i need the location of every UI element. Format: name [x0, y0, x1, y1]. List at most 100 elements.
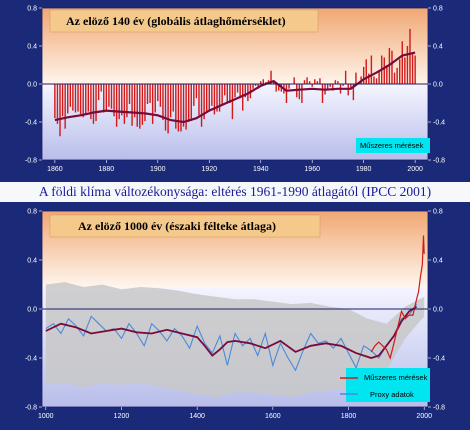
- caption: A földi klíma változékonysága: eltérés 1…: [0, 182, 470, 202]
- instrumental-bar: [92, 84, 95, 124]
- instrumental-bar: [136, 84, 138, 127]
- x-tick-label: 1960: [304, 166, 320, 173]
- instrumental-bar: [306, 77, 308, 84]
- instrumental-bar: [200, 84, 203, 127]
- smoothed-curve: [54, 51, 416, 124]
- instrumental-bar: [154, 84, 156, 113]
- instrumental-bar: [218, 84, 221, 112]
- instrumental-bar: [332, 84, 334, 91]
- instrumental-bar: [113, 84, 115, 117]
- instrumental-bar: [105, 84, 108, 110]
- instrumental-bar: [365, 59, 367, 84]
- uncertainty-band: [45, 282, 425, 398]
- instrumental-bar: [396, 67, 398, 84]
- instrumental-bar: [72, 84, 74, 111]
- instrumental-bar: [164, 84, 167, 131]
- instrumental-bar: [175, 84, 177, 129]
- y-tick-label-left: 0.8: [27, 6, 37, 13]
- legend-label-proxy: Proxy adatok: [370, 390, 414, 399]
- instrumental-bar: [406, 46, 409, 84]
- instrumental-bar: [386, 65, 388, 84]
- x-tick-label: 1000: [38, 413, 54, 420]
- instrumental-bar: [195, 84, 198, 99]
- instrumental-bar: [77, 84, 79, 112]
- x-tick-label: 2000: [416, 413, 432, 420]
- instrumental-bar: [85, 84, 87, 114]
- instrumental-bar: [319, 78, 321, 84]
- instrumental-bar: [115, 84, 118, 127]
- y-tick-label-left: 0.8: [27, 209, 37, 216]
- instrumental-bar: [375, 78, 378, 84]
- instrumental-bar: [229, 84, 231, 103]
- instrumental-bar: [151, 84, 154, 124]
- instrumental-bar: [278, 84, 280, 91]
- x-axis: 1000 1200 1400 1600 1800 2000: [38, 407, 432, 420]
- instrumental-bar: [190, 84, 192, 122]
- instrumental-bar: [59, 84, 61, 137]
- instrumental-bar: [314, 79, 316, 84]
- instrumental-bar: [182, 84, 185, 127]
- instrumental-bar: [368, 73, 370, 84]
- y-tick-label-left: -0.4: [25, 356, 37, 363]
- instrumental-bar: [100, 84, 102, 92]
- instrumental-bar: [61, 84, 64, 117]
- instrumental-bar: [252, 84, 254, 89]
- instrumental-bar: [378, 70, 380, 84]
- y-tick-label-left: -0.8: [25, 158, 37, 165]
- caption-text: A földi klíma változékonysága: eltérés 1…: [39, 184, 431, 199]
- instrumental-bar: [383, 57, 385, 84]
- instrumental-bar: [97, 84, 100, 101]
- instrumental-bar: [146, 84, 149, 104]
- instrumental-bar: [303, 80, 306, 84]
- x-tick-label: 1940: [253, 166, 269, 173]
- x-tick-label: 1900: [150, 166, 166, 173]
- instrumental-bar: [141, 84, 144, 125]
- x-tick-label: 1880: [99, 166, 115, 173]
- x-tick-label: 1920: [201, 166, 217, 173]
- instrumental-bar: [54, 84, 56, 119]
- y-tick-label-right: 0.8: [433, 6, 443, 13]
- instrumental-bar: [67, 84, 69, 114]
- x-axis: 1860 1880 1900 1920 1940 1960 1980 2000: [47, 160, 423, 173]
- instrumental-bar: [69, 84, 72, 107]
- instrumental-bar: [126, 84, 128, 118]
- instrumental-bar: [352, 84, 355, 101]
- instrumental-bar: [167, 84, 169, 134]
- instrumental-bar: [118, 84, 120, 120]
- instrumental-bar: [131, 84, 133, 126]
- instrumental-bar: [211, 84, 213, 106]
- y-tick-label-left: 0.4: [27, 258, 37, 265]
- y-axis-left: -0.8 -0.4 0.0 0.4 0.8: [25, 6, 42, 165]
- instrumental-bar: [64, 84, 66, 129]
- instrumental-bar: [157, 84, 159, 102]
- instrumental-bar: [242, 84, 244, 111]
- y-tick-label-left: -0.8: [25, 405, 37, 412]
- y-tick-label-right: -0.8: [433, 158, 445, 165]
- instrumental-bar: [321, 84, 324, 103]
- y-tick-label-right: 0.8: [433, 209, 443, 216]
- y-tick-label-left: -0.4: [25, 120, 37, 127]
- chart-title: Az elöző 140 év (globális átlaghőmérsékl…: [66, 14, 286, 28]
- instrumental-bar: [272, 81, 275, 84]
- instrumental-bar: [342, 84, 344, 86]
- y-tick-label-left: 0.0: [27, 307, 37, 314]
- instrumental-bar: [231, 84, 234, 120]
- instrumental-bar: [334, 80, 337, 84]
- instrumental-bar: [308, 81, 311, 84]
- instrumental-bar: [298, 84, 301, 100]
- instrumental-bar: [270, 70, 272, 84]
- legend-box: [346, 368, 430, 402]
- instrumental-bar: [74, 84, 77, 113]
- instrumental-bar: [355, 72, 357, 84]
- instrumental-bar: [326, 84, 329, 90]
- instrumental-bar: [391, 50, 393, 84]
- instrumental-bar: [398, 59, 401, 84]
- instrumental-bar: [121, 84, 123, 116]
- instrumental-bar: [411, 52, 414, 84]
- instrumental-bar: [329, 84, 331, 87]
- chart-title: Az elöző 1000 év (északi félteke átlaga): [78, 219, 276, 233]
- instrumental-bar: [172, 84, 174, 112]
- instrumental-bar: [224, 84, 226, 96]
- y-axis-right: -0.8 -0.4 0.0 0.4 0.8: [428, 6, 445, 165]
